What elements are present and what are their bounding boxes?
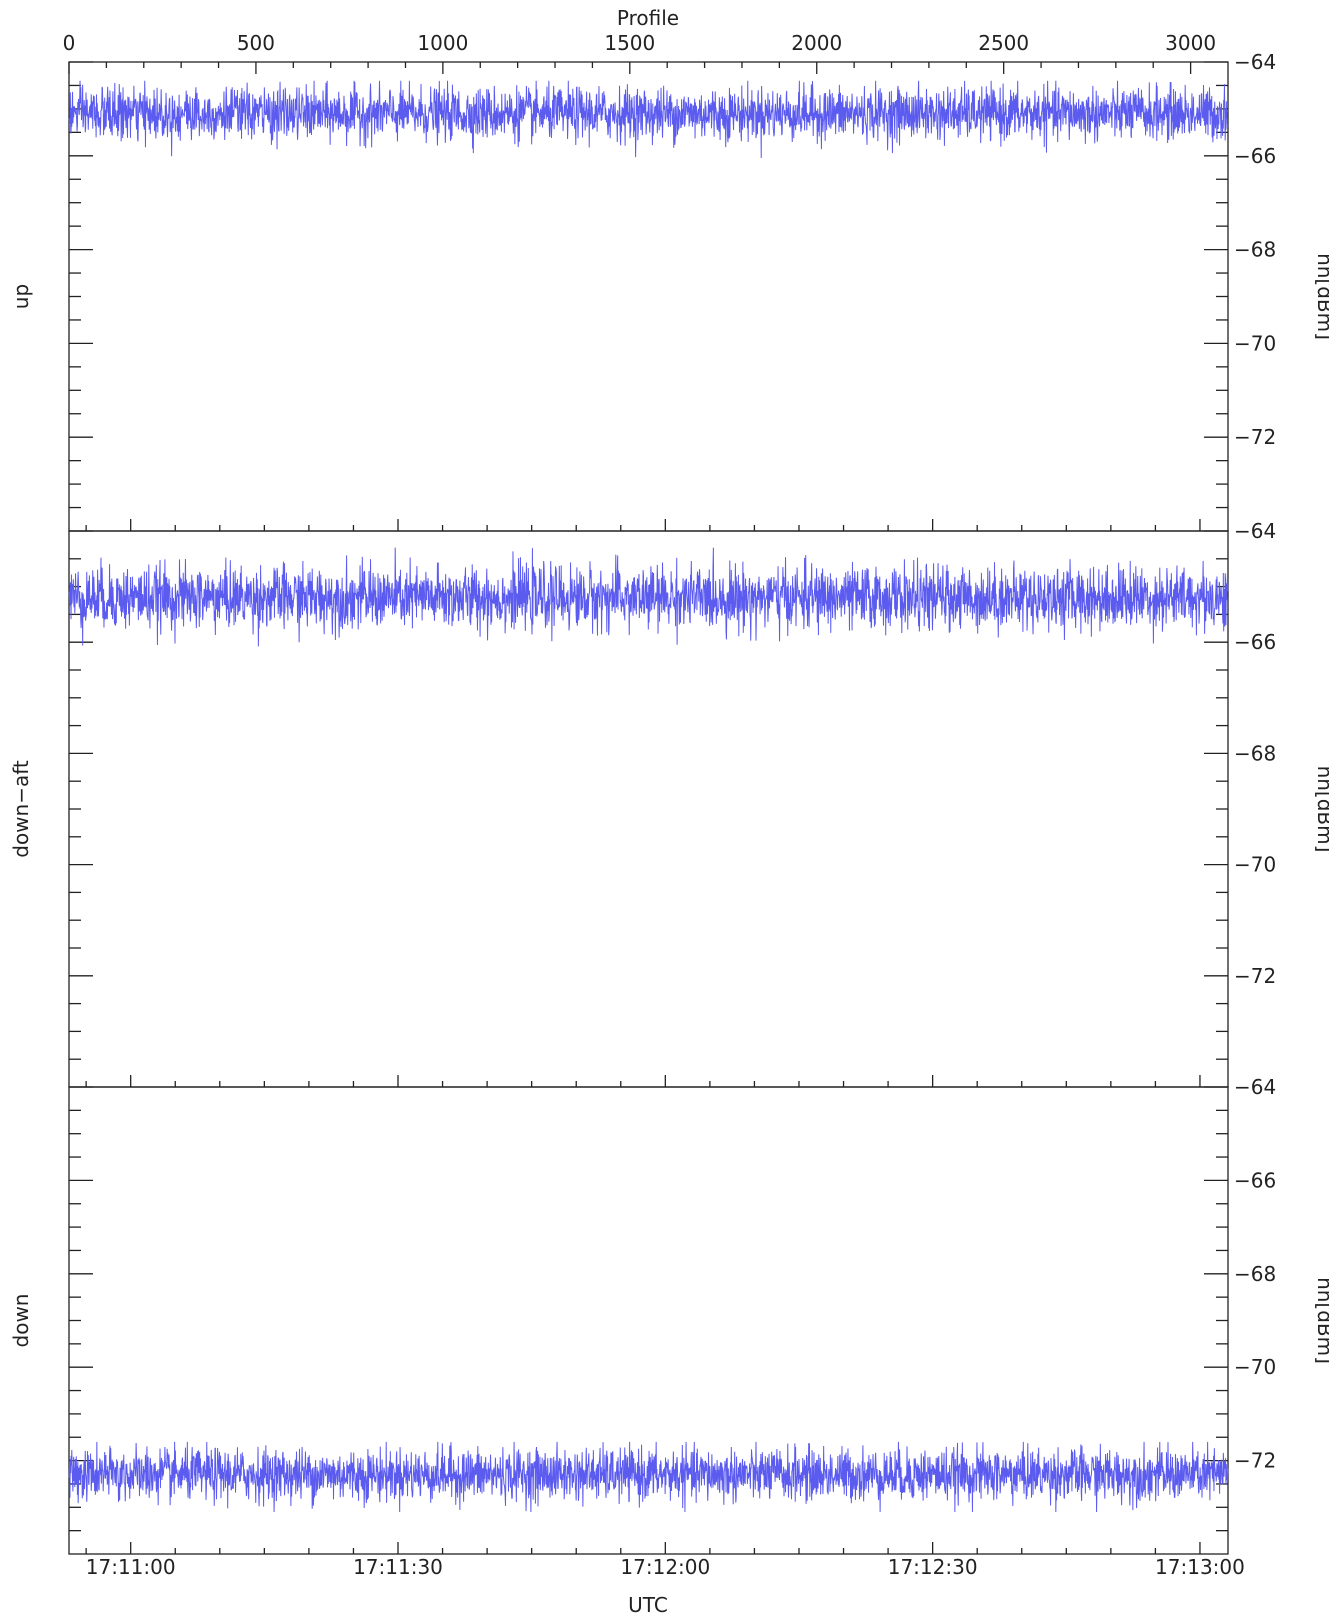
right-axis-title: hh[dBm]: [1313, 253, 1329, 340]
bottom-tick-label: 17:12:00: [620, 1555, 710, 1579]
y-tick-label: −66: [1234, 630, 1276, 654]
top-axis-ticks: 0 500 1000 1500 2000 2500 3000: [63, 31, 1216, 74]
y-tick-label: −68: [1234, 238, 1276, 262]
y-tick-label: −68: [1234, 741, 1276, 765]
panel-2: −64 −66 −68 −70 −72 hh[dBm] down: [9, 1075, 1329, 1555]
series-label: down−aft: [9, 760, 33, 858]
y-tick-label: −72: [1234, 964, 1276, 988]
bottom-tick-label: 17:12:30: [888, 1555, 978, 1579]
top-axis-title: Profile: [617, 6, 679, 30]
bottom-axis-ticks: 17:11:00 17:11:30 17:12:00 17:12:30 17:13:00: [86, 1555, 1245, 1579]
top-tick-label: 3000: [1165, 31, 1216, 55]
y-tick-label: −70: [1234, 1355, 1276, 1379]
bottom-tick-label: 17:11:00: [86, 1555, 176, 1579]
top-tick-label: 2500: [978, 31, 1029, 55]
y-tick-label: −72: [1234, 425, 1276, 449]
right-axis-title: hh[dBm]: [1313, 1277, 1329, 1364]
series-trace: [68, 1441, 1229, 1512]
top-tick-label: 500: [237, 31, 275, 55]
y-tick-label: −70: [1234, 853, 1276, 877]
right-axis-title: hh[dBm]: [1313, 766, 1329, 853]
bottom-tick-label: 17:13:00: [1155, 1555, 1245, 1579]
series-trace: [68, 547, 1229, 647]
y-tick-label: −72: [1234, 1449, 1276, 1473]
panel-frame: [68, 61, 1229, 532]
series-label: down: [9, 1294, 33, 1348]
y-axis-ticks: −64 −66 −68 −70 −72: [69, 50, 1276, 531]
y-tick-label: −66: [1234, 1168, 1276, 1192]
y-tick-label: −64: [1234, 50, 1276, 74]
bottom-tick-label: 17:11:30: [353, 1555, 443, 1579]
panel-0: −64 −66 −68 −70 −72 hh[dBm] up: [9, 50, 1329, 532]
y-tick-label: −66: [1234, 144, 1276, 168]
panels: −64 −66 −68 −70 −72 hh[dBm] up −64 −66 −68 −70 −72 h…: [9, 50, 1329, 1555]
y-tick-label: −68: [1234, 1262, 1276, 1286]
y-axis-ticks: −64 −66 −68 −70 −72: [69, 1075, 1276, 1554]
panel-1: −64 −66 −68 −70 −72 hh[dBm] down−aft: [9, 519, 1329, 1088]
top-tick-label: 1000: [417, 31, 468, 55]
y-tick-label: −70: [1234, 331, 1276, 355]
y-tick-label: −64: [1234, 1075, 1276, 1099]
bottom-axis-title: UTC: [628, 1593, 668, 1617]
series-trace: [68, 80, 1229, 159]
top-tick-label: 1500: [604, 31, 655, 55]
y-tick-label: −64: [1234, 519, 1276, 543]
top-tick-label: 2000: [791, 31, 842, 55]
top-tick-label: 0: [63, 31, 76, 55]
series-label: up: [9, 284, 33, 309]
